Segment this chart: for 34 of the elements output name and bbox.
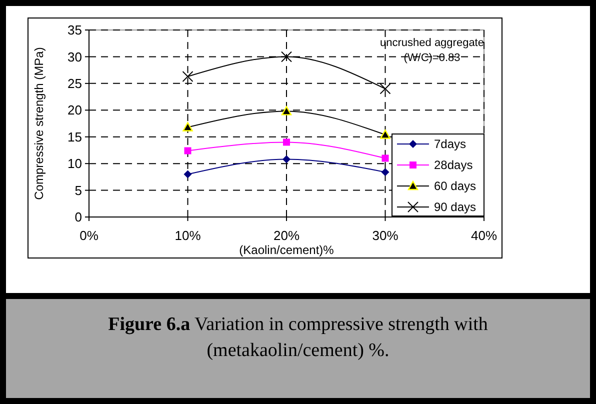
legend-label: 90 days	[434, 200, 476, 214]
point	[282, 155, 290, 164]
y-tick-label: 20	[68, 102, 82, 118]
x-axis-title: (Kaolin/cement)%	[239, 243, 334, 257]
point	[283, 138, 290, 146]
point	[382, 154, 389, 162]
point	[381, 168, 390, 176]
point	[380, 83, 391, 94]
x-tick-label: 20%	[273, 228, 300, 243]
x-tick-label: 0%	[80, 228, 99, 243]
annotation: uncrushed aggregate	[380, 37, 484, 49]
point	[281, 106, 292, 116]
text: Figure 6.a Variation in compressive strength with (metakaolin/cement) %.	[108, 314, 488, 361]
y-tick-label: 30	[68, 49, 82, 64]
y-axis-title: Compressive strength (MPa)	[32, 47, 46, 200]
point	[184, 147, 192, 154]
y-tick-label: 35	[68, 22, 82, 38]
legend-label: 28days	[434, 158, 473, 172]
point	[281, 51, 292, 62]
y-tick-label: 15	[68, 129, 82, 144]
point	[184, 170, 192, 178]
y-tick-label: 5	[74, 182, 82, 198]
x-tick-label: 30%	[372, 228, 399, 243]
point	[182, 122, 193, 132]
point	[182, 70, 194, 82]
y-tick-label: 10	[68, 156, 82, 172]
x-tick-label: 40%	[470, 228, 498, 243]
x-tick-label: 10%	[174, 228, 202, 243]
legend-label: 60 days	[434, 179, 476, 194]
y-tick-label: 0	[74, 210, 82, 225]
annotation: (W/C)=0.83	[404, 52, 460, 64]
point	[380, 130, 390, 139]
legend-label: 7days	[434, 137, 466, 152]
y-tick-label: 25	[68, 76, 82, 91]
